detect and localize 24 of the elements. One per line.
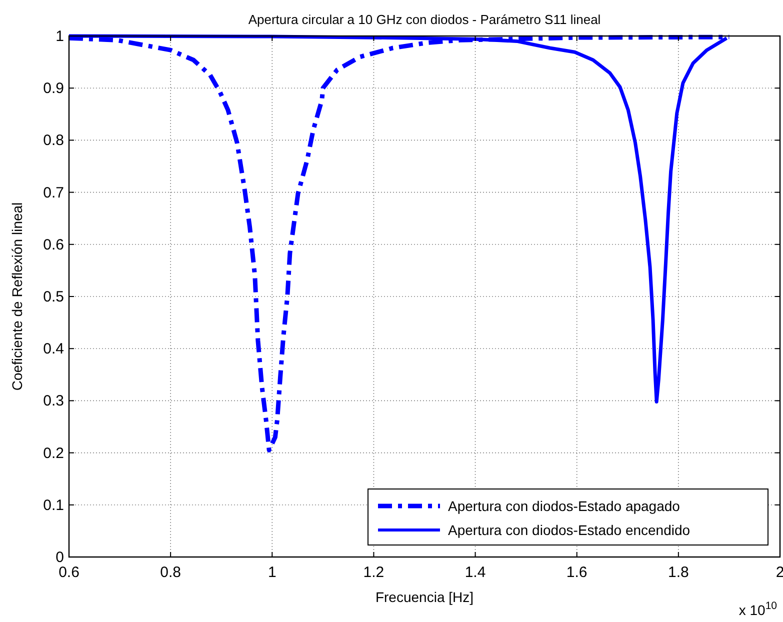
y-tick-label: 0.4 bbox=[43, 340, 64, 358]
y-tick-label: 0.2 bbox=[43, 444, 64, 462]
y-tick-label: 0.7 bbox=[43, 184, 64, 202]
x-tick-label: 0.8 bbox=[160, 564, 181, 581]
y-tick-label: 0.5 bbox=[43, 288, 64, 306]
x-tick-label: 1.8 bbox=[668, 564, 689, 581]
legend-label: Apertura con diodos-Estado encendido bbox=[448, 522, 690, 538]
y-axis-title: Coeficiente de Reflexión lineal bbox=[9, 202, 25, 391]
y-tick-label: 0 bbox=[56, 549, 64, 566]
text: x 10$^{10}$ bbox=[738, 600, 778, 618]
y-tick-label: 0.3 bbox=[43, 392, 64, 410]
x-tick-label: 1 bbox=[268, 564, 276, 581]
y-tick-label: 1 bbox=[56, 28, 64, 45]
chart-title: Apertura circular a 10 GHz con diodos - Parámetro S11 lineal bbox=[248, 12, 601, 27]
legend-label: Apertura con diodos-Estado apagado bbox=[448, 498, 680, 514]
x-tick-label: 1.4 bbox=[464, 564, 486, 581]
x-tick-label: 2 bbox=[776, 564, 783, 581]
y-tick-label: 0.1 bbox=[43, 496, 64, 514]
y-tick-label: 0.9 bbox=[43, 80, 64, 98]
y-tick-label: 0.6 bbox=[43, 236, 64, 254]
y-tick-label: 0.8 bbox=[43, 132, 64, 150]
x-tick-label: 1.2 bbox=[363, 564, 384, 581]
x-tick-label: 1.6 bbox=[566, 564, 588, 581]
x-axis-title: Frecuencia [Hz] bbox=[375, 589, 474, 605]
